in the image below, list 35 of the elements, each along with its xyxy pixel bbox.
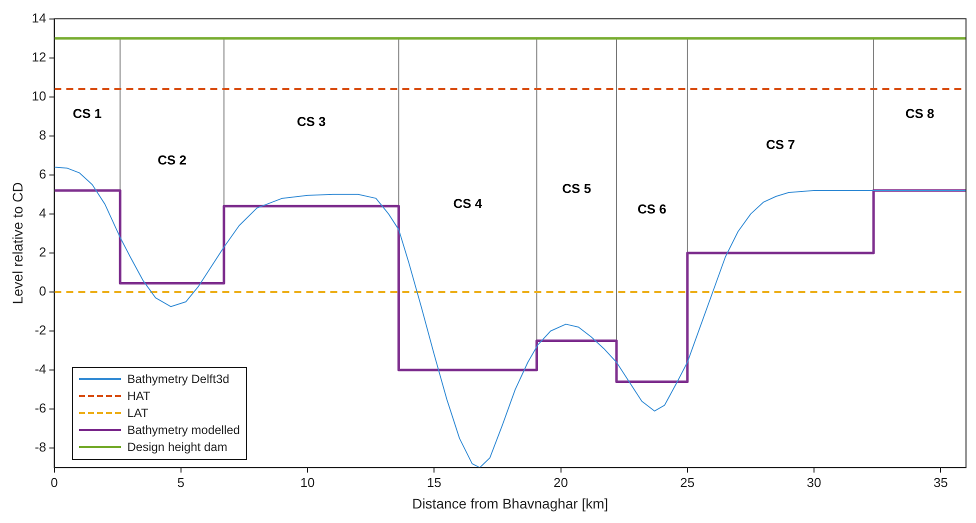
x-tick-label: 5 bbox=[177, 474, 185, 490]
annotation: CS 1 bbox=[72, 106, 102, 121]
annotation: CS 2 bbox=[158, 152, 186, 168]
y-tick-label: 14 bbox=[32, 10, 46, 26]
x-tick-label: 10 bbox=[300, 474, 315, 490]
x-axis-title: Distance from Bhavnaghar [km] bbox=[412, 495, 608, 512]
y-tick-label: 10 bbox=[32, 88, 46, 104]
annotation: CS 8 bbox=[905, 106, 934, 121]
y-tick-label: 12 bbox=[32, 49, 46, 64]
y-tick-label: 8 bbox=[39, 127, 46, 142]
y-tick-label: 6 bbox=[39, 166, 46, 182]
x-tick-label: 30 bbox=[806, 474, 822, 490]
legend-label: Bathymetry Delft3d bbox=[127, 372, 230, 386]
legend-label: Design height dam bbox=[127, 440, 228, 454]
legend-label: HAT bbox=[127, 389, 150, 404]
legend-label: LAT bbox=[127, 406, 148, 420]
x-tick-label: 15 bbox=[426, 474, 442, 490]
y-tick-label: -4 bbox=[34, 362, 46, 377]
y-tick-label: -2 bbox=[34, 322, 46, 338]
annotation: CS 6 bbox=[638, 202, 666, 217]
annotation: CS 7 bbox=[766, 137, 795, 152]
annotation: CS 3 bbox=[296, 114, 326, 129]
y-axis-title: Level relative to CD bbox=[9, 182, 26, 304]
x-tick-label: 35 bbox=[933, 474, 948, 490]
x-tick-label: 25 bbox=[680, 474, 695, 490]
y-tick-label: 2 bbox=[39, 244, 46, 260]
y-tick-label: 0 bbox=[39, 284, 46, 299]
y-tick-label: -8 bbox=[34, 440, 46, 455]
x-tick-label: 0 bbox=[50, 474, 58, 490]
y-tick-label: 4 bbox=[39, 206, 46, 221]
x-tick-label: 20 bbox=[554, 474, 568, 490]
annotation: CS 5 bbox=[562, 181, 592, 196]
y-tick-label: -6 bbox=[34, 400, 46, 416]
legend-label: Bathymetry modelled bbox=[127, 423, 240, 438]
annotation: CS 4 bbox=[453, 196, 483, 211]
